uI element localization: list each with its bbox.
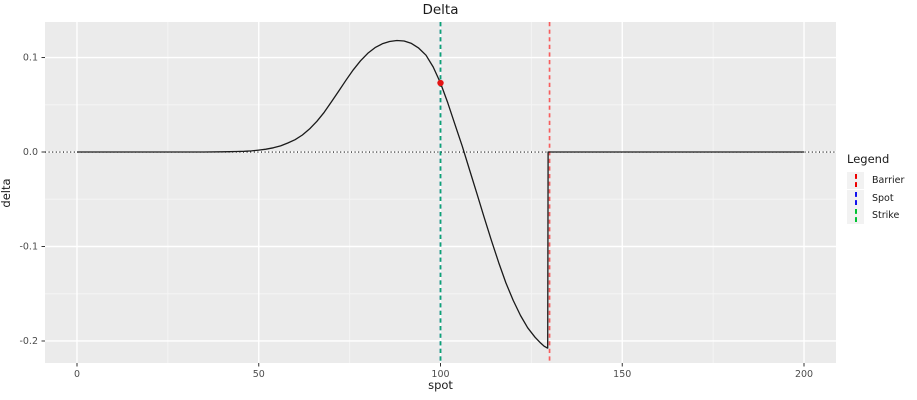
legend-key-strike (847, 207, 864, 225)
x-axis-title: spot (428, 378, 453, 392)
x-tick-label: 0 (74, 369, 80, 380)
legend-item-barrier: Barrier (847, 172, 915, 190)
delta-curve (77, 39, 804, 349)
y-tick-label: -0.2 (19, 336, 38, 347)
legend-label-barrier: Barrier (872, 175, 905, 187)
current-delta-point (437, 79, 444, 87)
legend-key-spot (847, 189, 864, 207)
x-tick-label: 150 (613, 369, 631, 380)
y-axis-title: delta (0, 178, 13, 208)
y-tick-label: -0.1 (19, 242, 38, 253)
legend-title: Legend (847, 152, 890, 166)
x-tick-label: 200 (795, 369, 813, 380)
y-tick-label: 0.1 (23, 53, 38, 64)
barrier-line-icon (854, 174, 857, 188)
strike-line-icon (854, 209, 857, 223)
spot-line-icon (854, 191, 857, 205)
legend-key-barrier (847, 172, 864, 190)
legend-item-spot: Spot (847, 189, 915, 208)
legend-label-strike: Strike (872, 210, 900, 222)
legend-item-strike: Strike (847, 207, 915, 225)
legend: Legend Barrier Spot Strike (847, 152, 915, 225)
legend-label-spot: Spot (872, 192, 894, 204)
y-tick-label: 0.0 (23, 147, 38, 158)
chart-title: Delta (422, 2, 459, 18)
x-tick-label: 100 (431, 369, 449, 380)
x-tick-label: 50 (253, 369, 265, 380)
